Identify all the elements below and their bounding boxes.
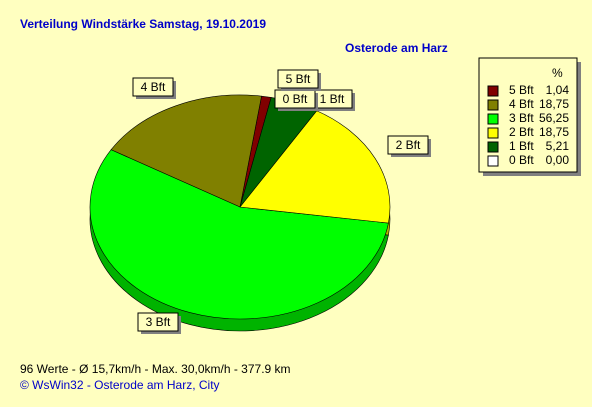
slice-label: 5 Bft [286,72,311,86]
legend-label: 2 Bft [509,125,534,139]
legend-swatch [487,113,499,125]
legend-label: 1 Bft [509,139,534,153]
footer: 96 Werte - Ø 15,7km/h - Max. 30,0km/h - … [20,362,291,376]
legend-swatch [487,127,499,139]
legend-swatch [487,85,499,97]
legend-swatch [487,141,499,153]
slice-label: 3 Bft [146,315,171,329]
slice-label: 1 Bft [320,92,345,106]
slice [110,94,262,208]
legend-value: 0,00 [546,153,570,167]
legend-swatch [487,99,499,111]
slice [239,110,391,224]
slice-label: 2 Bft [396,138,421,152]
slice-label: 4 Bft [141,80,166,94]
legend-value: 18,75 [539,125,569,139]
legend-header: % [552,66,563,80]
legend-value: 56,25 [539,111,569,125]
legend-value: 5,21 [546,139,570,153]
chart-title: Verteilung Windstärke Samstag, 19.10.201… [20,17,266,31]
slice-label: 0 Bft [283,92,308,106]
legend-swatch [487,155,499,167]
legend: 5 Bft 1,04 4 Bft 18,75 3 Bft 56,25 2 Bft 18,75 1… [487,83,570,167]
legend-value: 1,04 [546,83,570,97]
label-box [137,312,179,332]
label-box [277,69,319,89]
copyright: © WsWin32 - Osterode am Harz, City [20,378,220,392]
legend-label: 4 Bft [509,97,534,111]
legend-label: 3 Bft [509,111,534,125]
pie [89,94,391,332]
legend-label: 0 Bft [509,153,534,167]
slice-labels: 1 Bft 0 Bft 5 Bft 4 Bft 3 Bft 2 Bft [132,69,431,334]
legend-label: 5 Bft [509,83,534,97]
chart-subtitle: Osterode am Harz [345,41,448,55]
label-box [132,77,174,97]
label-box [387,135,429,155]
legend-value: 18,75 [539,97,569,111]
slice [89,149,389,320]
